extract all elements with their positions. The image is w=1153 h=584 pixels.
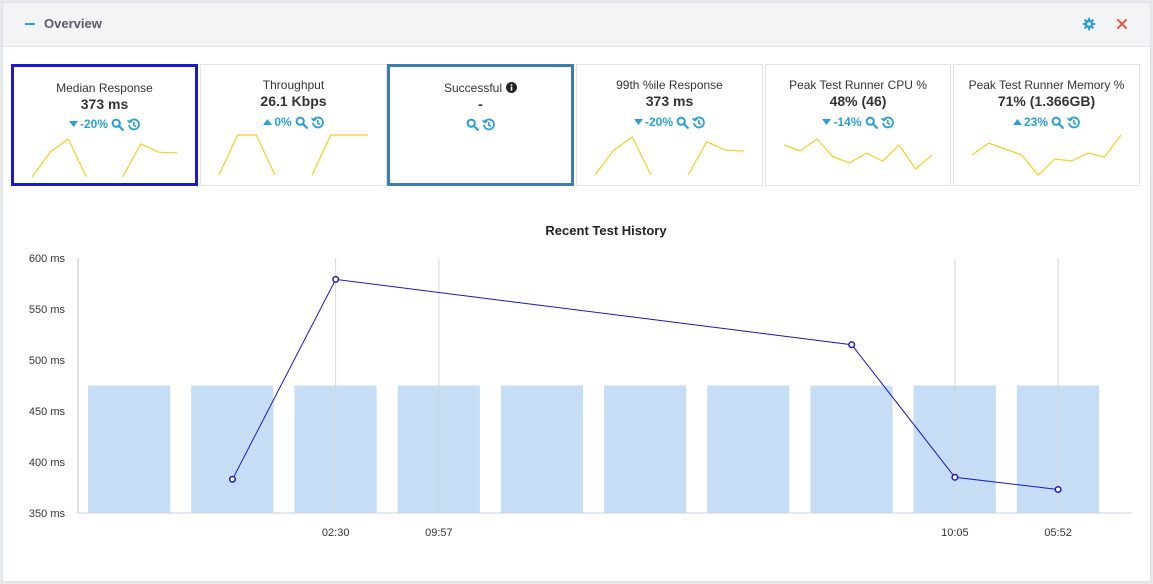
metric-actions: 23% [954, 114, 1139, 130]
metric-label: Successful [390, 81, 571, 95]
close-icon[interactable] [1115, 17, 1129, 31]
history-icon[interactable] [692, 116, 705, 129]
metric-value: 373 ms [645, 93, 694, 109]
metric-value: - [478, 96, 483, 112]
trend-indicator: -14% [822, 115, 862, 129]
metric-tile-1[interactable]: Median Response 373 ms -20% [11, 64, 198, 186]
trend-value: 0% [274, 115, 292, 129]
x-tick-label: 02:30 [322, 527, 350, 539]
metric-label: Throughput [262, 78, 325, 92]
y-tick-label: 400 ms [29, 457, 66, 469]
search-icon[interactable] [1051, 116, 1064, 129]
trend-indicator: -20% [633, 115, 673, 129]
x-tick-label: 09:57 [425, 527, 453, 539]
search-icon[interactable] [466, 118, 479, 131]
sparkline-path [594, 136, 745, 176]
trend-value: -20% [79, 117, 108, 131]
metric-actions: -14% [766, 114, 950, 130]
data-point[interactable] [1054, 485, 1062, 494]
sparkline-path [218, 134, 368, 176]
sparkline [594, 136, 745, 176]
y-tick-label: 450 ms [29, 406, 66, 418]
history-bar[interactable] [604, 385, 687, 514]
y-tick-label: 550 ms [29, 304, 66, 316]
sparkline [783, 138, 933, 170]
metric-actions: -20% [14, 116, 195, 132]
history-bar[interactable] [707, 385, 790, 514]
trend-value: -20% [644, 115, 673, 129]
metric-tile-2[interactable]: Throughput 26.1 Kbps 0% [200, 64, 387, 186]
metric-tile-6[interactable]: Peak Test Runner Memory % 71% (1.366GB) 23… [953, 64, 1140, 186]
y-tick-label: 600 ms [29, 253, 66, 265]
caret-down-icon [68, 121, 78, 127]
chart-title: Recent Test History [545, 223, 667, 238]
sparkline-path [783, 138, 933, 170]
metric-value: 71% (1.366GB) [997, 93, 1096, 109]
metric-label: Peak Test Runner CPU % [789, 78, 927, 92]
history-icon[interactable] [880, 116, 894, 129]
metric-tile-3[interactable]: Successful - [387, 64, 574, 186]
sparkline-path [971, 134, 1122, 176]
trend-value: -14% [833, 115, 862, 129]
sparkline [31, 138, 178, 178]
metric-label: 99th %ile Response [616, 78, 723, 92]
data-point[interactable] [228, 475, 237, 483]
metric-value: 48% (46) [829, 93, 887, 109]
caret-down-icon [822, 119, 832, 125]
search-icon[interactable] [676, 116, 689, 129]
metric-tile-4[interactable]: 99th %ile Response 373 ms -20% [576, 64, 763, 186]
metric-value: 373 ms [80, 96, 129, 112]
trend-indicator: -20% [68, 117, 108, 131]
history-icon[interactable] [310, 116, 324, 129]
info-icon[interactable] [506, 82, 518, 93]
history-bar[interactable] [500, 385, 583, 514]
trend-value: 23% [1023, 115, 1049, 129]
y-tick-label: 500 ms [29, 355, 66, 367]
caret-up-icon [1012, 119, 1022, 125]
sparkline-path [31, 138, 178, 178]
data-point[interactable] [848, 341, 856, 349]
caret-down-icon [633, 119, 643, 125]
data-point[interactable] [951, 473, 959, 481]
history-bar[interactable] [191, 385, 274, 514]
history-icon[interactable] [482, 118, 495, 131]
metric-actions: -20% [577, 114, 762, 130]
gear-icon[interactable] [1082, 17, 1096, 31]
metric-label: Peak Test Runner Memory % [968, 78, 1125, 92]
history-bar[interactable] [810, 385, 893, 514]
x-tick-label: 05:52 [1044, 527, 1072, 539]
data-point[interactable] [332, 275, 340, 283]
history-icon[interactable] [127, 118, 140, 131]
metric-actions: 0% [201, 114, 386, 130]
search-icon[interactable] [295, 116, 308, 129]
sparkline [971, 134, 1122, 176]
recent-test-history-chart: Recent Test History 350 ms 400 ms 450 ms 500… [3, 203, 1150, 583]
sparkline [218, 134, 368, 176]
trend-indicator: 23% [1012, 115, 1049, 129]
metric-label: Median Response [56, 81, 153, 95]
metric-value: 26.1 Kbps [260, 93, 327, 109]
search-icon[interactable] [111, 118, 124, 131]
metric-actions [390, 116, 571, 132]
search-icon[interactable] [865, 116, 878, 129]
panel-header: Overview [3, 3, 1150, 47]
caret-up-icon [263, 119, 273, 125]
history-bar[interactable] [88, 385, 171, 514]
metric-tile-5[interactable]: Peak Test Runner CPU % 48% (46) -14% [765, 64, 951, 186]
trend-indicator: 0% [263, 115, 292, 129]
minus-icon[interactable] [23, 17, 37, 31]
y-tick-label: 350 ms [29, 508, 66, 520]
history-icon[interactable] [1067, 116, 1080, 129]
x-tick-label: 10:05 [941, 527, 969, 539]
panel-title: Overview [44, 16, 102, 31]
